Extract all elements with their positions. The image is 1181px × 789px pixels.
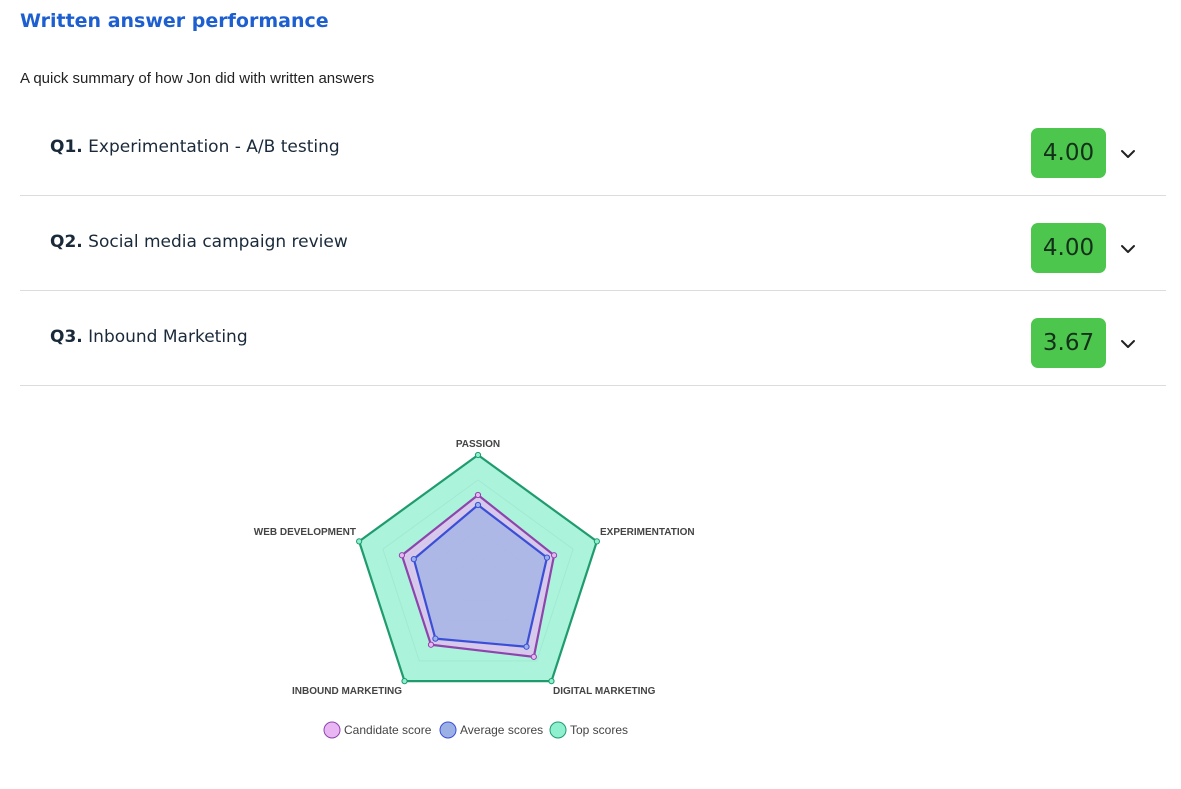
question-title: Q3. Inbound Marketing [50,327,248,347]
question-text: Experimentation - A/B testing [88,137,340,157]
question-row-q3[interactable]: Q3. Inbound Marketing 3.67 [20,291,1166,386]
data-point [550,552,558,559]
data-point [593,538,600,545]
legend-swatch [549,721,567,739]
legend-label: Candidate score [344,723,432,737]
legend-swatch [323,721,341,739]
data-point [432,635,439,642]
axis-label: WEB DEVELOPMENT [254,527,356,538]
data-point [548,678,555,685]
chevron-down-icon[interactable] [1118,334,1138,354]
question-row-q1[interactable]: Q1. Experimentation - A/B testing 4.00 [20,101,1166,196]
question-title: Q2. Social media campaign review [50,232,348,252]
question-text: Inbound Marketing [88,327,248,347]
question-row-q2[interactable]: Q2. Social media campaign review 4.00 [20,196,1166,291]
question-number: Q3. [50,327,83,347]
score-badge: 4.00 [1031,223,1106,273]
axis-label: PASSION [456,439,500,450]
question-list: Q1. Experimentation - A/B testing 4.00 Q… [20,101,1166,386]
axis-label: INBOUND MARKETING [292,686,402,697]
data-point [356,538,363,545]
page-subtitle: A quick summary of how Jon did with writ… [20,70,375,87]
data-point [398,552,406,559]
question-number: Q2. [50,232,83,252]
radar-chart: PASSION EXPERIMENTATION DIGITAL MARKETING I… [240,420,740,760]
page-title: Written answer performance [20,10,329,32]
question-text: Social media campaign review [88,232,348,252]
score-badge: 3.67 [1031,318,1106,368]
legend-label: Average scores [460,723,543,737]
chevron-down-icon[interactable] [1118,239,1138,259]
data-point [530,653,537,660]
data-point [410,556,417,563]
data-point [474,451,482,459]
radar-chart-svg: PASSION EXPERIMENTATION DIGITAL MARKETING I… [254,439,695,739]
data-point [523,643,530,650]
question-title: Q1. Experimentation - A/B testing [50,137,340,157]
legend-label: Top scores [570,723,628,737]
data-point [543,554,551,561]
question-number: Q1. [50,137,83,157]
data-point [401,678,408,685]
data-point [427,641,435,648]
axis-label: DIGITAL MARKETING [553,686,656,697]
data-point [474,491,482,499]
score-badge: 4.00 [1031,128,1106,178]
series-area [412,503,549,648]
data-point [474,501,482,509]
axis-label: EXPERIMENTATION [600,527,695,538]
chevron-down-icon[interactable] [1118,144,1138,164]
legend-swatch [439,721,457,739]
